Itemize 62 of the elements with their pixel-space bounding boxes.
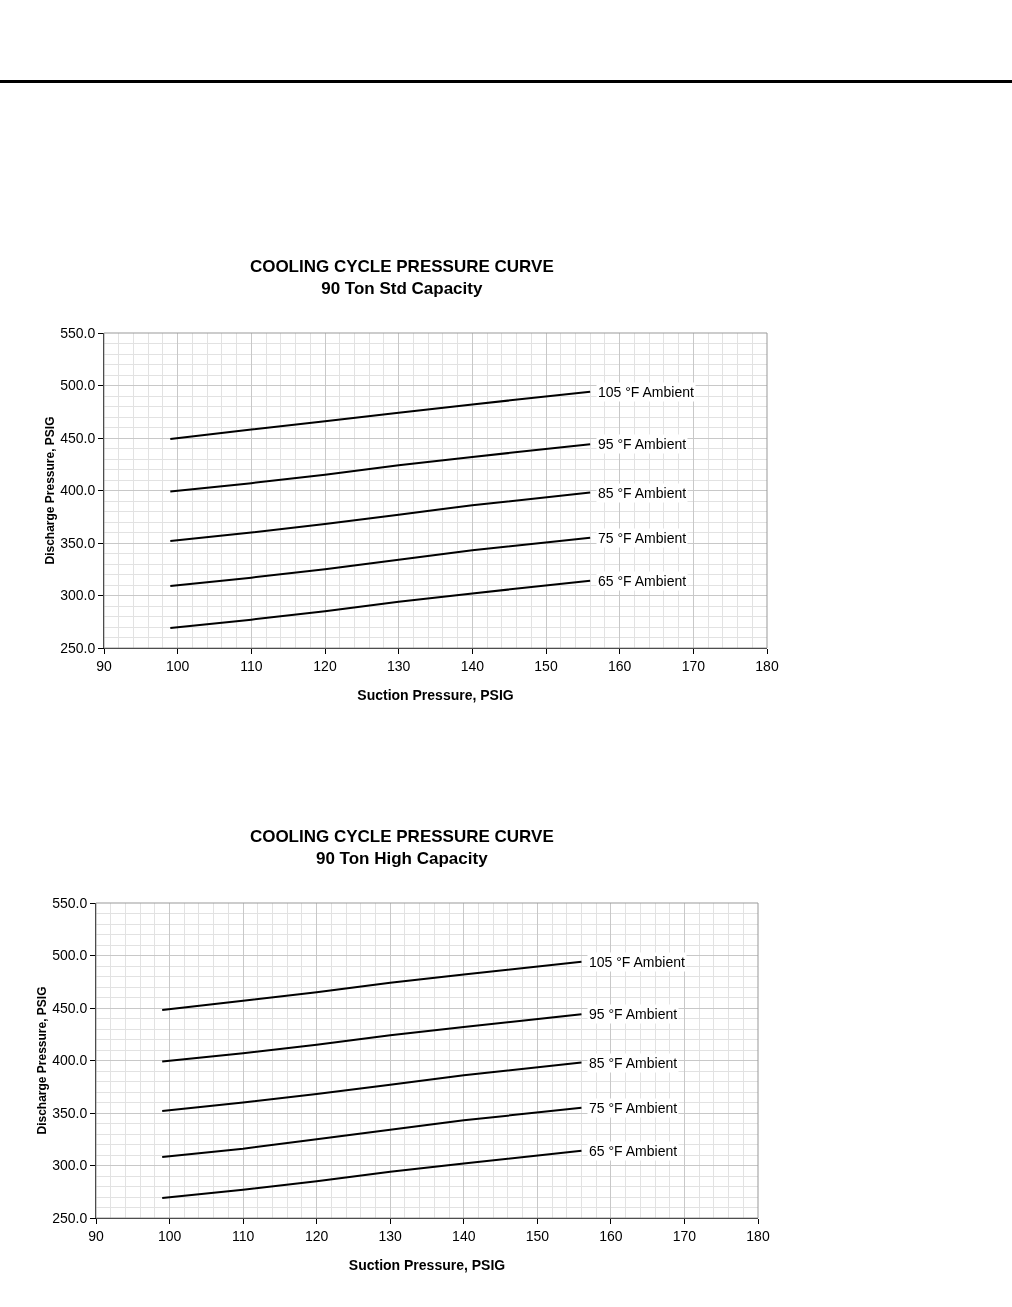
y-tick-label: 300.0	[60, 587, 96, 604]
chart-title: COOLING CYCLE PRESSURE CURVE	[249, 256, 554, 276]
line-series	[161, 1061, 583, 1112]
series-label: 75 °F Ambient	[598, 530, 687, 546]
x-tick-label: 160	[599, 1227, 623, 1244]
x-tick-label: 110	[240, 657, 263, 674]
x-tick-label: 140	[452, 1227, 476, 1244]
x-tick-label: 150	[525, 1227, 550, 1244]
line-series	[161, 960, 583, 1012]
series-label: 85 °F Ambient	[598, 485, 687, 501]
line-series	[169, 491, 592, 542]
x-tick-label: 140	[460, 657, 485, 674]
y-tick-label: 350.0	[60, 534, 96, 551]
x-tick-label: 130	[378, 1227, 403, 1244]
x-tick-label: 180	[746, 1227, 770, 1244]
y-tick-label: 450.0	[52, 999, 88, 1016]
x-tick-label: 100	[165, 657, 190, 674]
line-series	[161, 1149, 583, 1200]
y-axis-title: Discharge Pressure, PSIG	[35, 986, 50, 1135]
line-series	[169, 536, 592, 588]
y-tick-label: 300.0	[52, 1157, 88, 1174]
y-tick-label: 250.0	[52, 1209, 88, 1226]
series-label: 65 °F Ambient	[589, 1143, 678, 1159]
series-label: 105 °F Ambient	[589, 954, 685, 970]
y-tick-label: 250.0	[60, 639, 96, 656]
x-axis-title: Suction Pressure, PSIG	[348, 1257, 506, 1273]
x-tick-label: 180	[755, 657, 779, 674]
series-label: 65 °F Ambient	[598, 573, 687, 589]
line-series	[169, 443, 592, 493]
x-tick-label: 120	[304, 1227, 329, 1244]
series-label: 105 °F Ambient	[598, 384, 694, 400]
x-tick-label: 110	[231, 1227, 255, 1244]
line-series	[169, 579, 592, 630]
line-series	[161, 1013, 583, 1063]
y-tick-label: 400.0	[60, 482, 96, 499]
y-tick-label: 550.0	[60, 324, 96, 341]
x-tick-label: 170	[681, 657, 706, 674]
y-tick-label: 400.0	[52, 1052, 88, 1069]
chart-subtitle: 90 Ton High Capacity	[316, 848, 489, 868]
series-label: 95 °F Ambient	[598, 436, 687, 452]
series-label: 75 °F Ambient	[589, 1100, 678, 1116]
x-tick-label: 130	[386, 657, 411, 674]
line-series	[169, 390, 592, 441]
chart-title: COOLING CYCLE PRESSURE CURVE	[249, 826, 554, 846]
x-tick-label: 100	[157, 1227, 182, 1244]
x-tick-label: 90	[88, 1227, 104, 1244]
y-tick-label: 350.0	[52, 1104, 88, 1121]
y-tick-label: 500.0	[60, 377, 96, 394]
series-label: 85 °F Ambient	[589, 1055, 678, 1071]
y-axis-title: Discharge Pressure, PSIG	[43, 416, 58, 565]
x-tick-label: 150	[534, 657, 558, 674]
y-tick-label: 450.0	[60, 429, 96, 446]
chart-subtitle: 90 Ton Std Capacity	[321, 278, 483, 298]
x-axis-title: Suction Pressure, PSIG	[357, 687, 514, 703]
x-tick-label: 170	[672, 1227, 697, 1244]
series-label: 95 °F Ambient	[589, 1006, 678, 1022]
y-tick-label: 500.0	[52, 947, 88, 964]
x-tick-label: 160	[607, 657, 632, 674]
line-series	[161, 1106, 583, 1159]
x-tick-label: 120	[313, 657, 337, 674]
y-tick-label: 550.0	[52, 894, 88, 911]
x-tick-label: 90	[96, 657, 112, 674]
